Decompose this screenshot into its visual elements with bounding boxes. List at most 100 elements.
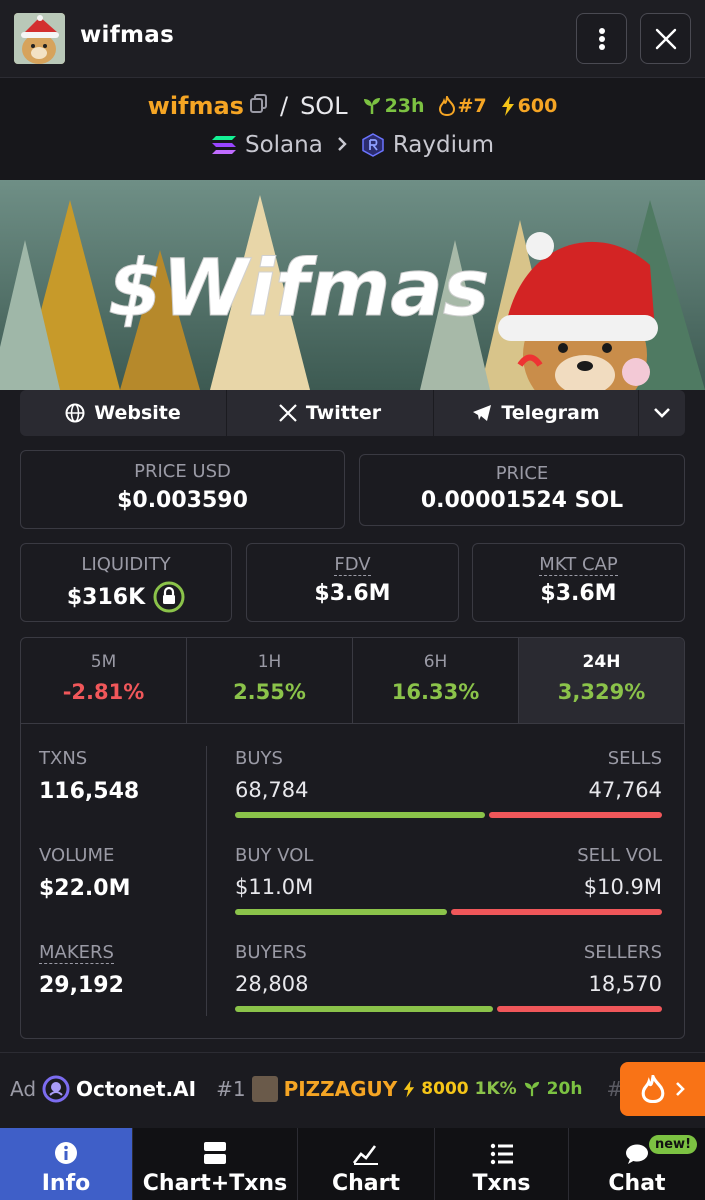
buys-label: BUYS [235, 748, 283, 769]
sprout-icon [363, 98, 380, 114]
twitter-link[interactable]: Twitter [227, 390, 434, 436]
sellers-bar [497, 1006, 662, 1012]
app-title: wifmas [80, 22, 175, 48]
chain-name[interactable]: Solana [245, 132, 323, 158]
raydium-icon [362, 133, 384, 157]
trending-ticker: Ad Octonet.AI #1 PIZZAGUY 8000 1K% 20h # [0, 1052, 705, 1126]
market-cap-box[interactable]: MKT CAP $3.6M [472, 543, 685, 622]
close-icon [655, 28, 676, 49]
price-usd-value: $0.003590 [117, 488, 248, 513]
more-menu-button[interactable] [576, 13, 627, 64]
lock-icon[interactable] [153, 581, 185, 613]
sprout-icon [524, 1081, 539, 1097]
buy-volume-label: BUY VOL [235, 845, 314, 866]
list-icon [490, 1143, 513, 1165]
website-link[interactable]: Website [20, 390, 227, 436]
banner-text: $Wifmas [108, 244, 489, 334]
sells-value: 47,764 [588, 778, 662, 802]
fdv-box[interactable]: FDV $3.6M [246, 543, 459, 622]
lightning-icon [404, 1080, 415, 1098]
new-badge: new! [648, 1135, 697, 1154]
ticker-rank: #1 [216, 1077, 246, 1101]
sellers-value: 18,570 [588, 972, 662, 996]
change-1h: 2.55% [233, 680, 306, 704]
fdv-label: FDV [334, 554, 371, 576]
token-avatar [14, 13, 65, 64]
liquidity-label: LIQUIDITY [81, 554, 171, 575]
buy-volume-bar [235, 909, 447, 915]
change-5m: -2.81% [62, 680, 145, 704]
telegram-icon [473, 405, 492, 421]
volume-label: VOLUME [39, 845, 115, 866]
layout-split-icon [204, 1142, 226, 1164]
x-logo-icon [279, 404, 297, 422]
flame-icon [438, 96, 455, 116]
ticker-change: 1K% [474, 1079, 517, 1099]
market-cap-label: MKT CAP [539, 554, 618, 576]
ticker-next-rank: # [606, 1077, 624, 1101]
flame-icon [641, 1075, 664, 1103]
volume-value: $22.0M [39, 876, 131, 901]
nav-chat[interactable]: new! Chat [569, 1128, 705, 1200]
telegram-link[interactable]: Telegram [434, 390, 639, 436]
nav-info[interactable]: Info [0, 1128, 133, 1200]
tab-6h[interactable]: 6H 16.33% [353, 638, 519, 723]
tab-5m[interactable]: 5M -2.81% [21, 638, 187, 723]
chevron-right-icon [675, 1082, 685, 1096]
globe-icon [65, 403, 85, 423]
bottom-navigation: Info Chart+Txns Chart Txns new! Chat [0, 1128, 705, 1200]
token-banner-image: $Wifmas [0, 180, 705, 390]
change-6h: 16.33% [391, 680, 480, 704]
lightning-icon [501, 96, 514, 116]
token-symbol: wifmas [147, 92, 244, 120]
solana-icon [212, 136, 236, 154]
pair-separator: / [279, 92, 289, 120]
close-button[interactable] [640, 13, 691, 64]
tab-24h[interactable]: 24H 3,329% [519, 638, 684, 723]
tab-1h[interactable]: 1H 2.55% [187, 638, 353, 723]
sells-label: SELLS [607, 748, 662, 769]
social-links-bar: Website Twitter Telegram [20, 390, 685, 436]
buys-bar [235, 812, 485, 818]
sell-volume-label: SELL VOL [577, 845, 662, 866]
pair-header: wifmas / SOL 23h #7 600 Solana Ray [0, 78, 705, 180]
boost-badge: 600 [501, 95, 557, 117]
ad-name[interactable]: Octonet.AI [76, 1077, 197, 1101]
quote-symbol: SOL [300, 92, 348, 120]
copy-icon[interactable] [249, 92, 268, 120]
buys-value: 68,784 [235, 778, 309, 802]
ticker-age: 20h [546, 1079, 583, 1099]
buyers-bar [235, 1006, 493, 1012]
timeframe-tabs: 5M -2.81% 1H 2.55% 6H 16.33% 24H 3,329% [21, 638, 684, 724]
price-native-box: PRICE 0.00001524 SOL [359, 454, 685, 526]
makers-label[interactable]: MAKERS [39, 942, 114, 964]
nav-txns[interactable]: Txns [435, 1128, 569, 1200]
sell-volume-bar [451, 909, 662, 915]
price-native-label: PRICE [495, 463, 549, 484]
trending-button[interactable] [620, 1062, 705, 1116]
buy-volume-value: $11.0M [235, 875, 314, 899]
stats-panel: 5M -2.81% 1H 2.55% 6H 16.33% 24H 3,329% … [20, 637, 685, 1039]
more-links-button[interactable] [639, 390, 685, 436]
ad-label: Ad [10, 1077, 37, 1101]
ticker-boost: 8000 [421, 1079, 469, 1099]
ticker-token[interactable]: PIZZAGUY [283, 1077, 398, 1101]
price-native-value: 0.00001524 SOL [420, 488, 624, 513]
chat-bubble-icon [626, 1144, 648, 1164]
price-usd-label: PRICE USD [134, 461, 231, 482]
change-24h: 3,329% [557, 680, 646, 704]
market-cap-value: $3.6M [540, 581, 617, 606]
buyers-label: BUYERS [235, 942, 307, 963]
octonet-logo-icon [42, 1075, 70, 1103]
nav-chart-txns[interactable]: Chart+Txns [133, 1128, 298, 1200]
info-icon [55, 1142, 77, 1164]
sell-volume-value: $10.9M [583, 875, 662, 899]
nav-chart[interactable]: Chart [298, 1128, 435, 1200]
trending-rank-badge: #7 [438, 95, 487, 117]
fdv-value: $3.6M [314, 581, 391, 606]
more-vertical-icon [598, 27, 605, 50]
sellers-label: SELLERS [583, 942, 662, 963]
metrics-divider [206, 746, 207, 1016]
dex-name[interactable]: Raydium [392, 132, 494, 158]
age-badge: 23h [362, 95, 425, 117]
